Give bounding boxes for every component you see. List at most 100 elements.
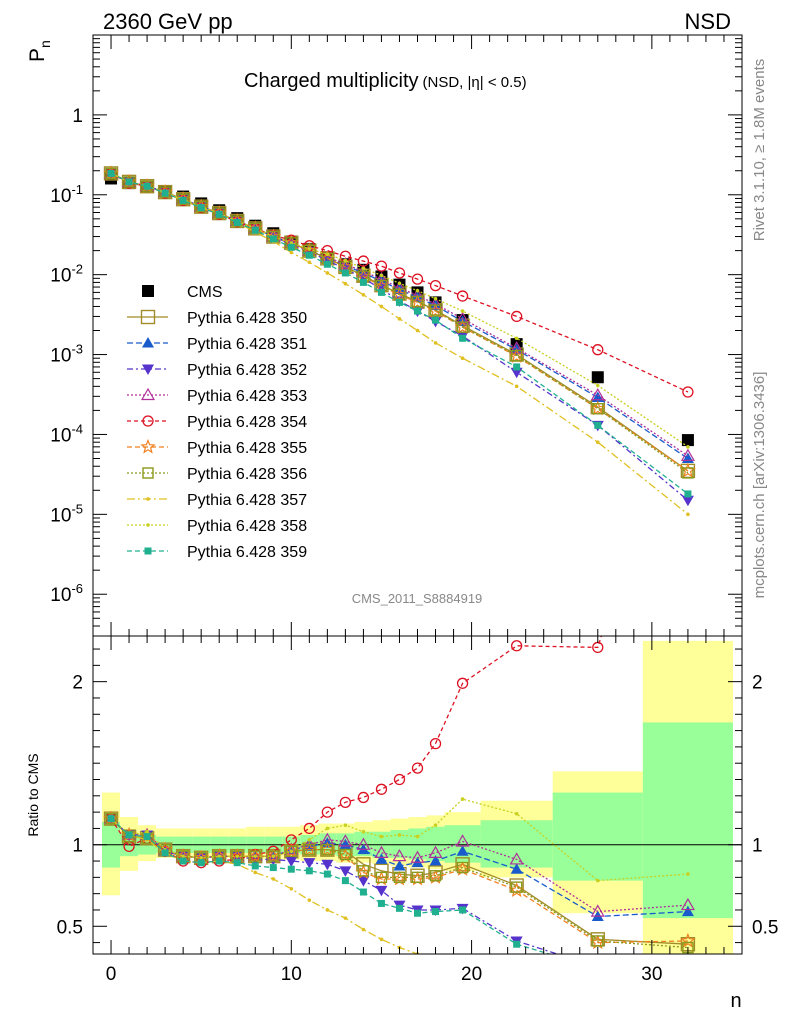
x-tick-label: 0 bbox=[106, 964, 117, 985]
ratio-point bbox=[356, 837, 371, 850]
data-point bbox=[509, 341, 524, 354]
legend-label: Pythia 6.428 356 bbox=[187, 466, 307, 483]
ratio-point bbox=[375, 853, 388, 864]
ratio-point bbox=[460, 797, 465, 801]
data-point bbox=[456, 290, 469, 302]
data-point bbox=[514, 384, 519, 389]
ratio-point bbox=[510, 881, 523, 893]
ratio-point bbox=[235, 854, 240, 858]
ratio-point bbox=[197, 859, 205, 867]
uncertainty-band-inner bbox=[426, 826, 445, 862]
ratio-point bbox=[411, 871, 424, 884]
data-point bbox=[375, 260, 388, 272]
ratio-point bbox=[105, 812, 117, 825]
data-point bbox=[411, 295, 424, 308]
ratio-point bbox=[107, 815, 115, 823]
data-point bbox=[357, 255, 370, 267]
data-point bbox=[592, 344, 604, 356]
legend-label: Pythia 6.428 359 bbox=[187, 544, 307, 561]
data-point bbox=[432, 316, 440, 324]
ratio-point bbox=[514, 811, 519, 816]
ratio-point bbox=[411, 762, 424, 774]
ratio-point bbox=[343, 916, 348, 920]
legend-marker bbox=[146, 523, 150, 527]
analysis-label: CMS_2011_S8884919 bbox=[352, 591, 483, 606]
ratio-point bbox=[595, 878, 600, 883]
data-point bbox=[213, 207, 225, 219]
data-point bbox=[686, 512, 690, 517]
legend-marker bbox=[142, 364, 154, 375]
ratio-point bbox=[379, 937, 384, 942]
ratio-point bbox=[179, 857, 187, 865]
data-point bbox=[680, 448, 695, 461]
uncertainty-band-inner bbox=[552, 792, 643, 881]
ratio-point bbox=[303, 843, 316, 856]
ratio-point bbox=[686, 986, 690, 990]
data-point bbox=[397, 281, 402, 286]
data-point bbox=[681, 495, 694, 507]
ratio-series-pythia-6-428-358 bbox=[109, 797, 690, 883]
ratio-point bbox=[325, 908, 330, 912]
data-point bbox=[460, 356, 465, 361]
title-sub: (NSD, |η| < 0.5) bbox=[423, 74, 527, 91]
ratio-point bbox=[253, 854, 258, 858]
ratio-point bbox=[510, 863, 523, 874]
y-tick-label: 10-2 bbox=[50, 262, 83, 287]
legend-marker bbox=[142, 415, 154, 427]
data-point bbox=[289, 241, 294, 245]
ratio-point bbox=[233, 859, 241, 867]
data-point bbox=[377, 288, 385, 296]
ratio-point bbox=[375, 871, 388, 884]
series-line bbox=[110, 172, 689, 472]
data-point bbox=[251, 226, 259, 234]
main-series bbox=[103, 165, 696, 517]
ratio-point bbox=[269, 864, 277, 872]
ratio-y-tick-label-right: 2 bbox=[752, 673, 763, 694]
data-point bbox=[514, 336, 519, 341]
ratio-point bbox=[456, 845, 469, 856]
legend-label: Pythia 6.428 354 bbox=[187, 414, 307, 431]
data-point bbox=[686, 445, 690, 449]
legend-marker bbox=[144, 547, 152, 555]
data-point bbox=[429, 279, 442, 292]
ratio-point bbox=[323, 870, 331, 878]
energy-label: 2360 GeV pp bbox=[103, 9, 233, 34]
rivet-label: Rivet 3.1.10, ≥ 1.8M events bbox=[751, 59, 768, 242]
chart-title: Charged multiplicity (NSD, |η| < 0.5) bbox=[244, 70, 527, 92]
ratio-point bbox=[361, 927, 366, 932]
ratio-point bbox=[513, 940, 521, 948]
data-point bbox=[361, 292, 366, 297]
data-point bbox=[379, 273, 384, 278]
series-line bbox=[110, 172, 689, 515]
ratio-point bbox=[393, 773, 406, 786]
ratio-point bbox=[592, 963, 604, 974]
ratio-point bbox=[429, 855, 442, 866]
ratio-point bbox=[321, 859, 334, 871]
y-tick-label: 10-6 bbox=[50, 581, 83, 606]
ratio-point bbox=[287, 865, 295, 873]
ratio-point bbox=[428, 845, 443, 858]
ratio-point bbox=[303, 840, 316, 851]
ratio-point bbox=[303, 858, 316, 869]
legend-label: Pythia 6.428 355 bbox=[187, 440, 307, 457]
ratio-point bbox=[456, 861, 469, 874]
data-point bbox=[510, 349, 523, 362]
ratio-point bbox=[511, 640, 523, 652]
ratio-point bbox=[357, 876, 370, 887]
ratio-y-tick-label: 2 bbox=[72, 673, 83, 694]
data-point bbox=[429, 304, 442, 316]
y-tick-label: 10-4 bbox=[50, 421, 83, 446]
data-point bbox=[397, 317, 402, 321]
data-point bbox=[359, 278, 367, 286]
ratio-point bbox=[285, 845, 298, 857]
process-label: NSD bbox=[685, 9, 731, 34]
ratio-point bbox=[271, 877, 276, 881]
uncertainty-band-inner bbox=[408, 828, 427, 860]
data-point bbox=[141, 180, 153, 192]
x-axis-label: n bbox=[730, 990, 741, 1012]
data-point bbox=[459, 334, 467, 342]
ratio-point bbox=[145, 829, 149, 834]
ratio-line bbox=[110, 818, 688, 944]
data-point bbox=[107, 169, 115, 177]
ratio-point bbox=[343, 823, 348, 827]
